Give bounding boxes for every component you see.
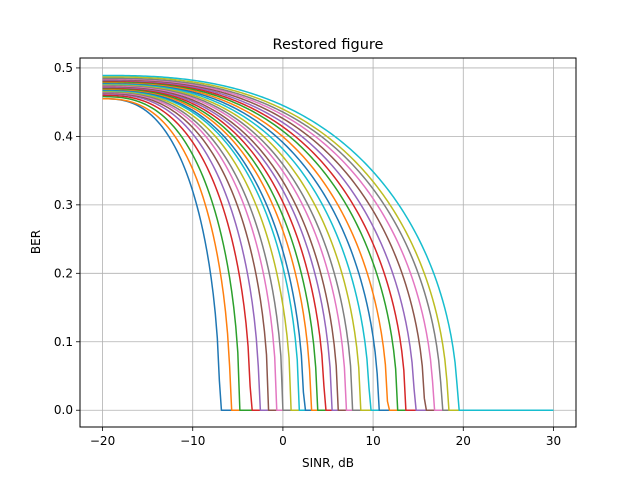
x-tick-label: −10 — [180, 434, 205, 448]
x-axis-label: SINR, dB — [302, 456, 354, 470]
y-tick-label: 0.5 — [54, 61, 73, 75]
y-tick-label: 0.0 — [54, 403, 73, 417]
y-axis-label: BER — [29, 230, 43, 254]
plot-background — [80, 58, 576, 427]
x-tick-label: 20 — [456, 434, 471, 448]
x-tick-label: −20 — [90, 434, 115, 448]
plot-frame — [79, 57, 577, 428]
y-tick-label: 0.4 — [54, 129, 73, 143]
y-tick-label: 0.2 — [54, 266, 73, 280]
x-tick-label: 10 — [365, 434, 380, 448]
chart-title: Restored figure — [273, 37, 384, 53]
y-ticks: 0.0 0.1 0.2 0.3 0.4 0.5 — [54, 61, 80, 417]
x-tick-label: 30 — [546, 434, 561, 448]
x-tick-label: 0 — [279, 434, 287, 448]
y-tick-label: 0.1 — [54, 335, 73, 349]
x-ticks: −20 −10 0 10 20 30 — [90, 427, 561, 448]
series-group — [102, 74, 554, 411]
y-tick-label: 0.3 — [54, 198, 73, 212]
ber-series-line — [102, 74, 554, 411]
